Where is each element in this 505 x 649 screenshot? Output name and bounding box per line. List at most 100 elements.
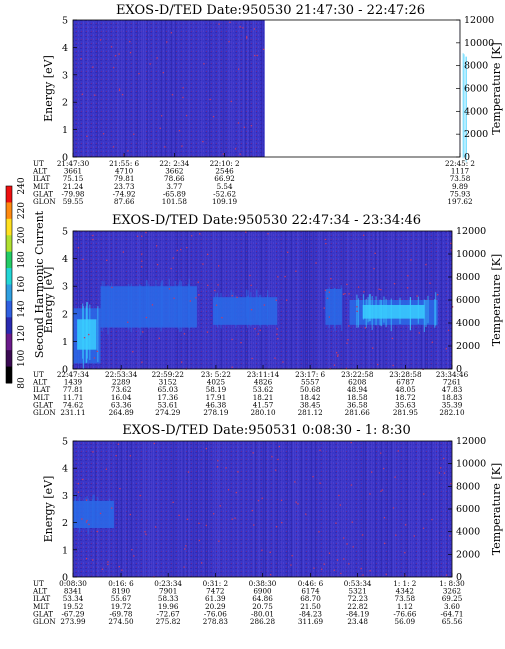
temperature-point xyxy=(187,471,190,473)
temperature-point xyxy=(422,527,425,529)
enhancement-streak xyxy=(423,299,425,333)
spectrogram-streak xyxy=(143,441,144,577)
spectrogram-streak xyxy=(187,441,188,577)
temperature-point xyxy=(344,293,346,295)
temperature-point xyxy=(250,284,252,286)
temperature-point xyxy=(385,573,387,575)
temperature-point xyxy=(333,364,336,366)
temperature-point xyxy=(351,521,353,523)
spectrogram-streak xyxy=(363,441,364,577)
temperature-point xyxy=(350,484,353,486)
temperature-point xyxy=(348,293,350,295)
temperature-point xyxy=(153,442,155,445)
temperature-point xyxy=(121,94,124,96)
orbit-table-cell: 58.33 xyxy=(158,594,179,603)
temperature-point xyxy=(416,295,418,297)
spectrogram-streak xyxy=(243,441,244,577)
temperature-point xyxy=(364,327,366,329)
y-axis-label: Energy [eV] xyxy=(42,55,55,122)
enhancement-streak xyxy=(216,292,219,328)
temperature-point xyxy=(234,148,237,150)
y2-tick-label: 8000 xyxy=(464,61,488,72)
panel-title: EXOS-D/TED Date:950531 0:08:30 - 1: 8:30 xyxy=(122,423,410,438)
orbit-table-cell: 1117 xyxy=(451,167,470,176)
enhancement-streak xyxy=(380,299,383,327)
orbit-table-cell: 0:46: 6 xyxy=(298,579,324,588)
enhancement-streak xyxy=(91,498,94,528)
temperature-point xyxy=(346,283,348,286)
temperature-point xyxy=(383,467,385,470)
temperature-point xyxy=(413,535,415,537)
temperature-point xyxy=(92,238,94,241)
temperature-point xyxy=(261,497,263,499)
temperature-point xyxy=(178,514,180,516)
orbit-table-cell: 22:59:22 xyxy=(152,370,184,379)
temperature-point xyxy=(172,501,174,503)
temperature-point xyxy=(215,304,218,306)
temperature-point xyxy=(277,276,279,278)
temperature-point xyxy=(429,282,431,284)
spectrogram-streak xyxy=(131,441,132,577)
spectrogram-streak xyxy=(263,20,264,157)
spectrogram-streak xyxy=(309,231,310,369)
spectrogram-streak xyxy=(201,20,202,157)
spectrogram-streak xyxy=(89,231,90,369)
orbit-table-cell: 2289 xyxy=(112,378,131,387)
temperature-point xyxy=(118,89,121,92)
temperature-point xyxy=(237,471,239,473)
temperature-point xyxy=(81,518,83,520)
temperature-point xyxy=(242,27,244,29)
orbit-table-cell: 19.72 xyxy=(111,602,132,611)
orbit-table-cell: 61.39 xyxy=(205,594,226,603)
temperature-point xyxy=(380,490,382,492)
orbit-table-cell: 231.11 xyxy=(60,408,85,417)
orbit-table-cell: -72.67 xyxy=(157,609,180,618)
orbit-table-cell: 3262 xyxy=(443,587,461,596)
temperature-point xyxy=(149,63,151,65)
orbit-table-cell: 197.62 xyxy=(447,197,472,206)
temperature-point xyxy=(132,351,134,353)
temperature-point xyxy=(145,316,148,319)
enhancement-streak xyxy=(92,494,94,528)
enhancement-streak xyxy=(148,284,150,329)
temperature-point xyxy=(371,471,373,473)
temperature-point xyxy=(92,451,94,453)
orbit-table-cell: 38.45 xyxy=(300,400,321,409)
temperature-point xyxy=(312,476,314,478)
enhancement-streak xyxy=(462,53,464,159)
orbit-table-cell: 20.75 xyxy=(252,602,273,611)
temperature-point xyxy=(112,146,115,148)
y-tick-label: 5 xyxy=(62,16,68,27)
temperature-point xyxy=(384,542,386,544)
colorbar-swatch xyxy=(6,284,12,302)
temperature-point xyxy=(202,263,204,265)
orbit-table-cell: 73.58 xyxy=(450,174,471,183)
temperature-point xyxy=(115,455,117,457)
spectrogram-streak xyxy=(293,441,294,577)
temperature-point xyxy=(110,46,113,48)
temperature-point xyxy=(315,262,317,264)
temperature-point xyxy=(290,564,292,566)
temperature-point xyxy=(236,296,238,298)
spectrogram-streak xyxy=(255,441,256,577)
orbit-table-cell: 79.81 xyxy=(114,174,135,183)
temperature-point xyxy=(173,297,175,299)
temperature-points xyxy=(77,442,452,578)
spectrogram-streak xyxy=(337,441,338,577)
temperature-point xyxy=(281,522,283,524)
temperature-point xyxy=(122,251,124,253)
enhancement-streak xyxy=(89,304,91,360)
temperature-point xyxy=(151,304,154,306)
spectrogram-streak xyxy=(205,441,206,577)
spectrogram-streak xyxy=(153,441,154,577)
orbit-table-cell: 65.03 xyxy=(157,385,178,394)
orbit-row-label: GLON xyxy=(33,408,56,417)
spectrogram-streak xyxy=(215,441,216,577)
orbit-table-cell: 17.91 xyxy=(206,393,227,402)
orbit-table-cell: 63.36 xyxy=(111,400,132,409)
spectrogram-streak xyxy=(303,441,304,577)
spectrogram-streak xyxy=(171,20,172,157)
spectrogram-streak xyxy=(217,441,218,577)
temperature-point xyxy=(391,337,393,340)
orbit-table-cell: 273.99 xyxy=(60,617,86,626)
